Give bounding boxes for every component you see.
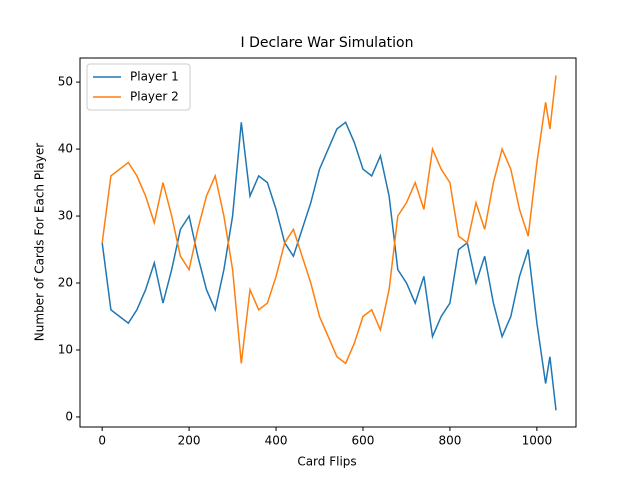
x-tick-label: 1000 (522, 434, 553, 448)
legend-label: Player 2 (130, 90, 179, 104)
y-tick-label: 20 (58, 276, 73, 290)
y-tick-label: 0 (65, 409, 73, 423)
data-line (101, 121, 557, 411)
data-line (101, 75, 557, 365)
y-tick-label: 30 (58, 209, 73, 223)
legend: Player 1 Player 2 (86, 63, 191, 111)
y-tick-label: 40 (58, 142, 73, 156)
legend-label: Player 1 (130, 70, 179, 84)
x-axis-label: Card Flips (297, 455, 356, 469)
x-tick-label: 400 (265, 434, 288, 448)
plot-frame (79, 57, 577, 428)
legend-box (86, 63, 191, 111)
x-tick-label: 800 (438, 434, 461, 448)
x-tick-label: 0 (98, 434, 106, 448)
chart-title: I Declare War Simulation (241, 35, 414, 51)
y-tick-label: 10 (58, 342, 73, 356)
x-tick-label: 600 (352, 434, 375, 448)
y-axis-label: Number of Cards For Each Player (33, 143, 47, 341)
x-tick-label: 200 (178, 434, 201, 448)
y-tick-label: 50 (58, 75, 73, 89)
